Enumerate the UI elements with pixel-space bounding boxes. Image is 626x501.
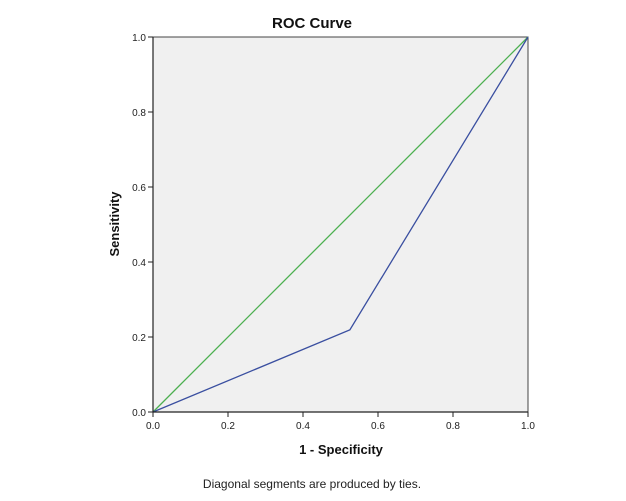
reference-line-line <box>152 36 529 413</box>
roc-curve-line <box>152 36 529 413</box>
y-axis-label: Sensitivity <box>107 191 122 257</box>
y-tick-label: 0.6 <box>132 183 146 194</box>
x-tick-label: 0.4 <box>296 421 310 432</box>
x-tick-label: 0.6 <box>371 421 385 432</box>
x-tick-label: 0.0 <box>146 421 160 432</box>
x-axis-label: 1 - Specificity <box>299 442 384 457</box>
x-tick-label: 1.0 <box>521 421 535 432</box>
y-tick-label: 0.8 <box>132 108 146 119</box>
y-tick-label: 0.4 <box>132 258 146 269</box>
y-tick-label: 0.0 <box>132 408 146 419</box>
y-tick-label: 1.0 <box>132 33 146 44</box>
y-tick-label: 0.2 <box>132 333 146 344</box>
x-tick-label: 0.8 <box>446 421 460 432</box>
x-tick-label: 0.2 <box>221 421 235 432</box>
footnote: Diagonal segments are produced by ties. <box>203 477 421 491</box>
chart-title: ROC Curve <box>272 15 352 32</box>
